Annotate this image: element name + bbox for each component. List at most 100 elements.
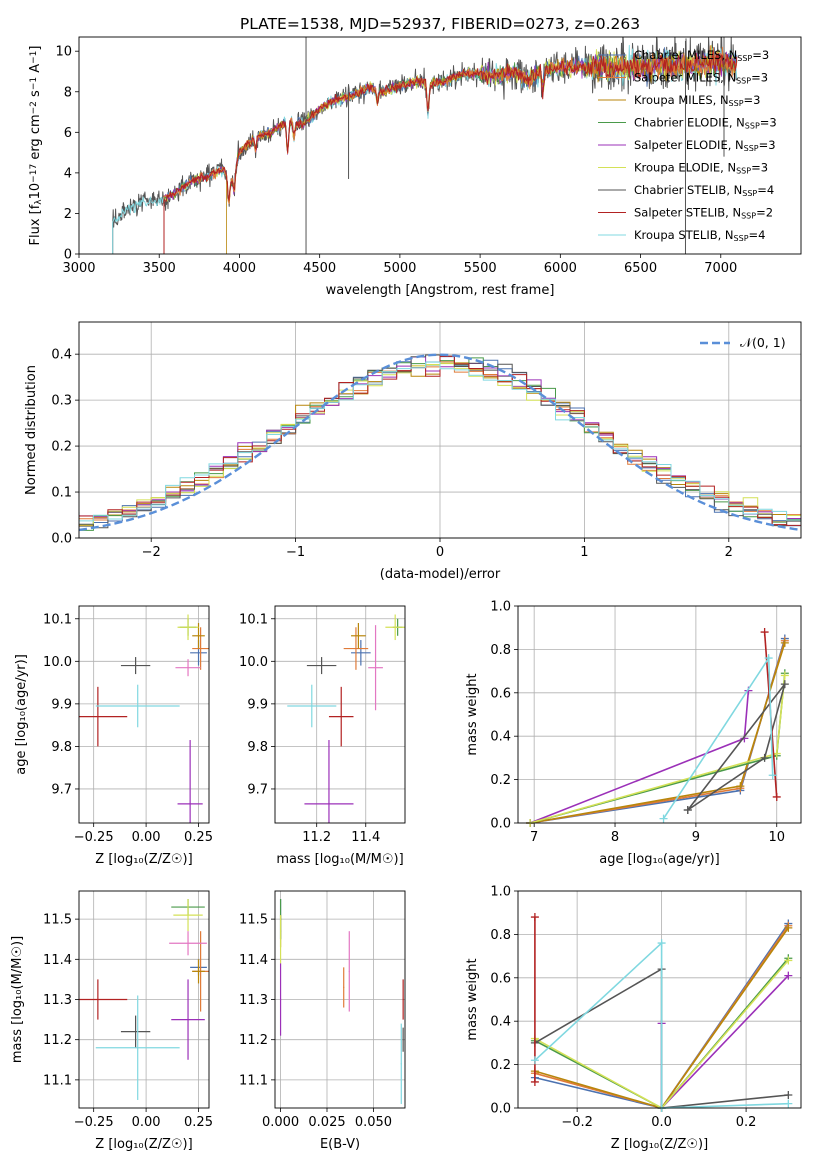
y-tick-label: 11.5	[43, 913, 72, 928]
y-tick-label: 10	[55, 45, 72, 60]
spectrum-axes: 3000 3500 4000 4500 5000 5500 6000 6500 7000 0 2 4 6…	[28, 36, 802, 298]
y-tick-label: 0.2	[51, 440, 72, 455]
y-tick-label: 9.7	[247, 782, 268, 797]
age_vs_mass-xlabel: mass [log₁₀(M/M☉)]	[276, 852, 403, 867]
legend-entry: Kroupa STELIB, NSSP=4	[634, 228, 765, 243]
weight-marker-salpeter_stelib	[530, 913, 539, 922]
age_vs_mass-axes: 11.2 11.4 9.7 9.8 9.9 10.0 10.1 mass [log₁₀(M/M…	[239, 605, 406, 867]
legend-entry: Salpeter ELODIE, NSSP=3	[634, 138, 776, 153]
weight-line-salpeter_miles	[529, 640, 786, 824]
x-tick-label: 0.00	[132, 830, 161, 845]
x-tick-label: −0.25	[74, 830, 114, 845]
y-tick-label: 10.0	[43, 655, 72, 670]
x-tick-label: 0.000	[262, 1115, 299, 1130]
mass_vs_Z-ylabel: mass [log₁₀(M/M☉)]	[10, 936, 25, 1063]
legend-entry-normal: 𝒩(0, 1)	[740, 335, 786, 350]
legend-entry: Chabrier ELODIE, NSSP=3	[634, 116, 777, 131]
x-tick-label: −0.25	[74, 1115, 114, 1130]
x-tick-label: 1	[580, 545, 588, 560]
x-tick-label: 11.4	[351, 830, 380, 845]
spectrum-line-salpeter_stelib	[163, 50, 738, 254]
x-tick-label: 10	[768, 830, 785, 845]
plot-frame	[78, 36, 802, 255]
weight-marker-salpeter_elodie	[784, 971, 793, 980]
x-tick-label: 9	[692, 830, 700, 845]
x-tick-label: 0.2	[736, 1115, 757, 1130]
y-tick-label: 2	[64, 207, 72, 222]
x-tick-label: 3500	[143, 261, 176, 276]
x-tick-label: 7000	[704, 261, 737, 276]
age_vs_Z-ylabel: age [log₁₀(age/yr)]	[14, 654, 29, 775]
y-tick-label: 0.3	[51, 394, 72, 409]
y-tick-label: 11.3	[43, 993, 72, 1008]
plot-frame	[78, 890, 210, 1109]
weight-marker-kroupa_stelib	[764, 654, 773, 663]
y-tick-label: 0.8	[490, 643, 511, 658]
normal-curve	[79, 353, 801, 532]
y-tick-label: 4	[64, 166, 72, 181]
y-tick-label: 11.2	[239, 1033, 268, 1048]
spectrum-xlabel: wavelength [Angstrom, rest frame]	[326, 283, 555, 298]
weight-marker-salpeter_stelib	[772, 792, 781, 801]
x-tick-label: 6000	[544, 261, 577, 276]
y-tick-label: 9.7	[51, 782, 72, 797]
residuals-ylabel: Normed distribution	[24, 365, 39, 495]
x-tick-label: 4000	[223, 261, 256, 276]
y-tick-label: 8	[64, 85, 72, 100]
x-tick-label: 6500	[624, 261, 657, 276]
x-tick-label: 0.050	[355, 1115, 392, 1130]
mass_weight_vs_age-xlabel: age [log₁₀(age/yr)]	[599, 852, 720, 867]
legend-entry: Chabrier STELIB, NSSP=4	[634, 183, 774, 198]
weight-marker-kroupa_miles	[784, 923, 793, 932]
weight-marker-chabrier_stelib	[683, 805, 692, 814]
legend-entry: Kroupa ELODIE, NSSP=3	[634, 161, 768, 176]
x-tick-label: 8	[611, 830, 619, 845]
y-tick-label: 11.5	[239, 913, 268, 928]
weight-marker-kroupa_stelib	[657, 939, 666, 948]
y-tick-label: 0.6	[490, 971, 511, 986]
plot-frame	[78, 321, 802, 539]
x-tick-label: 11.2	[302, 830, 331, 845]
weight-line-kroupa_stelib	[534, 941, 789, 1109]
x-tick-label: −2	[142, 545, 161, 560]
x-tick-label: −0.2	[561, 1115, 593, 1130]
y-tick-label: 9.9	[51, 697, 72, 712]
x-tick-label: 0.025	[308, 1115, 345, 1130]
weight-marker-salpeter_stelib	[760, 628, 769, 637]
y-tick-label: 9.8	[51, 740, 72, 755]
age_vs_Z-axes: −0.25 0.00 0.25 9.7 9.8 9.9 10.0 10.1 Z [log₁₀(Z…	[14, 605, 213, 867]
y-tick-label: 0.0	[490, 1102, 511, 1117]
weight-marker-chabrier_stelib	[780, 680, 789, 689]
mass_vs_Z-xlabel: Z [log₁₀(Z/Z☉)]	[95, 1137, 192, 1152]
plot-frame	[517, 605, 802, 824]
residuals-axes: −2 −1 0 1 2 0.0 0.1 0.2 0.3 0.4 (data-model)/error…	[24, 321, 802, 582]
y-tick-label: 6	[64, 126, 72, 141]
y-tick-label: 11.4	[43, 953, 72, 968]
y-tick-label: 11.3	[239, 993, 268, 1008]
y-tick-label: 10.1	[43, 612, 72, 627]
age_vs_Z-xlabel: Z [log₁₀(Z/Z☉)]	[95, 852, 192, 867]
weight-marker-kroupa_stelib	[530, 1056, 539, 1065]
x-tick-label: 2	[725, 545, 733, 560]
x-tick-label: 0.25	[184, 1115, 213, 1130]
y-tick-label: 1.0	[490, 885, 511, 900]
mass_vs_ebv-xlabel: E(B-V)	[320, 1137, 360, 1152]
x-tick-label: 0.00	[132, 1115, 161, 1130]
x-tick-label: 0.0	[651, 1115, 672, 1130]
x-tick-label: 5500	[464, 261, 497, 276]
y-tick-label: 0	[64, 248, 72, 263]
y-tick-label: 0.0	[490, 817, 511, 832]
y-tick-label: 11.2	[43, 1033, 72, 1048]
weight-marker-kroupa_miles	[780, 638, 789, 647]
legend-entry: Chabrier MILES, NSSP=3	[634, 48, 769, 63]
x-tick-label: 3000	[62, 261, 95, 276]
legend-entry: Salpeter MILES, NSSP=3	[634, 71, 768, 86]
y-tick-label: 9.8	[247, 740, 268, 755]
weight-line-chabrier_stelib	[687, 683, 786, 811]
y-tick-label: 9.9	[247, 697, 268, 712]
weight-line-chabrier_miles	[529, 638, 786, 824]
y-tick-label: 0.2	[490, 773, 511, 788]
y-tick-label: 10.0	[239, 655, 268, 670]
weight-marker-salpeter_stelib	[530, 1077, 539, 1086]
weight-marker-kroupa_elodie	[784, 956, 793, 965]
